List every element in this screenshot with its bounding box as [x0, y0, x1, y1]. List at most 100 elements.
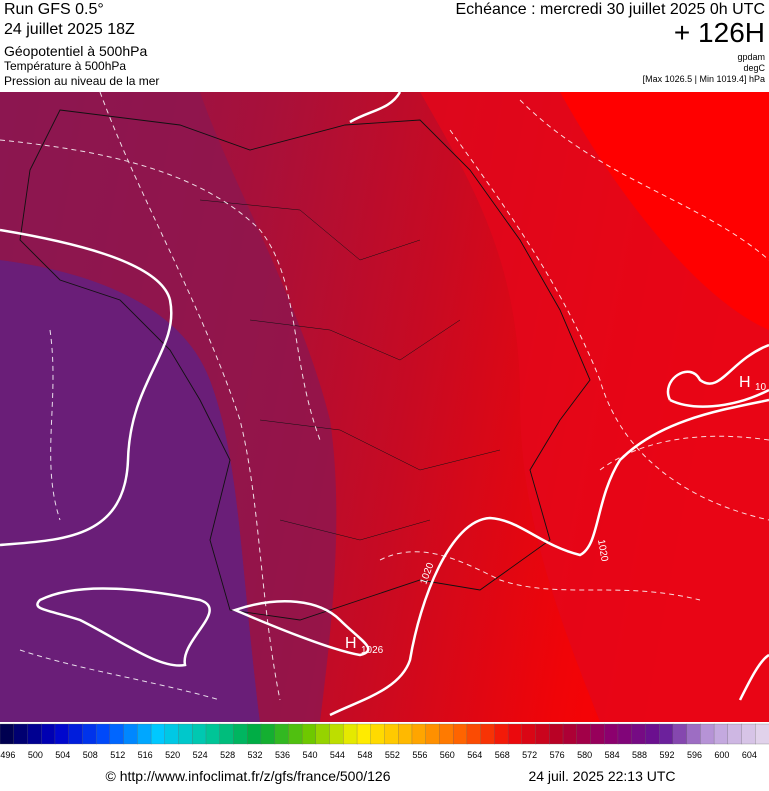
swatch — [439, 723, 454, 745]
swatch — [68, 723, 84, 745]
colorbar-label: 584 — [605, 750, 620, 760]
swatch — [631, 723, 647, 745]
colorbar-label: 596 — [687, 750, 702, 760]
swatch — [192, 723, 207, 745]
swatch — [109, 723, 125, 745]
swatch — [13, 723, 29, 745]
swatch — [576, 723, 592, 745]
cool-zone — [0, 92, 337, 722]
swatch — [727, 723, 743, 745]
swatch — [41, 723, 56, 745]
pressure-value: 1026 — [361, 645, 384, 656]
swatch — [260, 723, 276, 745]
swatch — [123, 723, 138, 745]
colorbar-label: 604 — [742, 750, 757, 760]
swatch — [150, 723, 166, 745]
colorbar: 496 500 504 508 512 516 520 524 528 532 536 540 544 5… — [0, 723, 769, 760]
colorbar-label: 548 — [357, 750, 372, 760]
colorbar-label: 588 — [632, 750, 647, 760]
colorbar-label: 536 — [275, 750, 290, 760]
isobars — [0, 91, 769, 717]
colorbar-label: 500 — [28, 750, 43, 760]
swatch — [604, 723, 619, 745]
swatch — [164, 723, 180, 745]
field: Géopotentiel à 500hPa — [4, 43, 147, 59]
swatch — [645, 723, 660, 745]
colorbar-label: 524 — [193, 750, 208, 760]
swatch — [521, 723, 537, 745]
colorbar-label: 496 — [0, 750, 15, 760]
echeance: Echéance : mercredi 30 juillet 2025 0h U… — [456, 1, 766, 18]
swatch — [95, 723, 111, 745]
swatch — [54, 723, 70, 745]
pressure-value: 10 — [755, 382, 767, 393]
colorbar-label: 532 — [248, 750, 263, 760]
unit: gpdam — [737, 52, 765, 62]
swatch — [27, 723, 42, 745]
colorbar-label: 576 — [550, 750, 565, 760]
colorbar-label: 592 — [659, 750, 674, 760]
colorbar-label: 580 — [577, 750, 592, 760]
swatch — [0, 723, 15, 745]
colorbar-label: 516 — [138, 750, 153, 760]
swatch — [658, 723, 674, 745]
swatch — [480, 723, 496, 745]
swatch — [329, 723, 344, 745]
colorbar-label: 600 — [714, 750, 729, 760]
swatch — [713, 723, 729, 745]
swatch — [700, 723, 715, 745]
swatch — [425, 723, 441, 745]
field: Pression au niveau de la mer — [4, 74, 159, 88]
offset: + 126H — [674, 17, 765, 48]
swatch — [315, 723, 331, 745]
swatch — [82, 723, 97, 745]
field: Température à 500hPa — [4, 59, 126, 73]
unit: [Max 1026.5 | Min 1019.4] hPa — [643, 74, 765, 84]
swatch — [411, 723, 427, 745]
swatch — [453, 723, 468, 745]
borders — [199, 199, 501, 541]
swatch — [178, 723, 193, 745]
colorbar-label: 544 — [330, 750, 345, 760]
colorbar-label: 508 — [83, 750, 98, 760]
swatch — [384, 723, 399, 745]
colorbar-label: 556 — [412, 750, 427, 760]
swatch — [247, 723, 262, 745]
source: © http://www.infoclimat.fr/z/gfs/france/… — [106, 768, 391, 784]
swatch — [398, 723, 413, 745]
swatch — [617, 723, 633, 745]
swatch — [549, 723, 564, 745]
swatch — [233, 723, 248, 745]
colorbar-label: 540 — [302, 750, 317, 760]
map: H 1026 H 10 1020 1020 — [0, 91, 769, 722]
timestamp: 24 juil. 2025 22:13 UTC — [528, 768, 675, 784]
run-date: 24 juillet 2025 18Z — [4, 21, 135, 38]
unit: degC — [743, 63, 765, 73]
colorbar-label: 564 — [467, 750, 482, 760]
swatch — [370, 723, 386, 745]
colorbar-label: 568 — [495, 750, 510, 760]
swatch — [301, 723, 317, 745]
swatch — [686, 723, 701, 745]
cold-zone — [0, 260, 260, 722]
swatch — [755, 723, 769, 745]
swatch — [535, 723, 550, 745]
swatch — [219, 723, 235, 745]
swatch — [590, 723, 605, 745]
swatch — [741, 723, 756, 745]
swatch — [466, 723, 482, 745]
swatch — [562, 723, 578, 745]
swatch — [494, 723, 509, 745]
borders — [19, 109, 591, 621]
swatch — [356, 723, 372, 745]
colorbar-label: 552 — [385, 750, 400, 760]
colorbar-label: 528 — [220, 750, 235, 760]
swatch — [672, 723, 688, 745]
swatch — [288, 723, 303, 745]
colorbar-label: 512 — [110, 750, 125, 760]
pressure-center: H — [345, 635, 357, 652]
swatch — [274, 723, 290, 745]
hot-zone — [560, 92, 769, 330]
colorbar-label: 560 — [440, 750, 455, 760]
